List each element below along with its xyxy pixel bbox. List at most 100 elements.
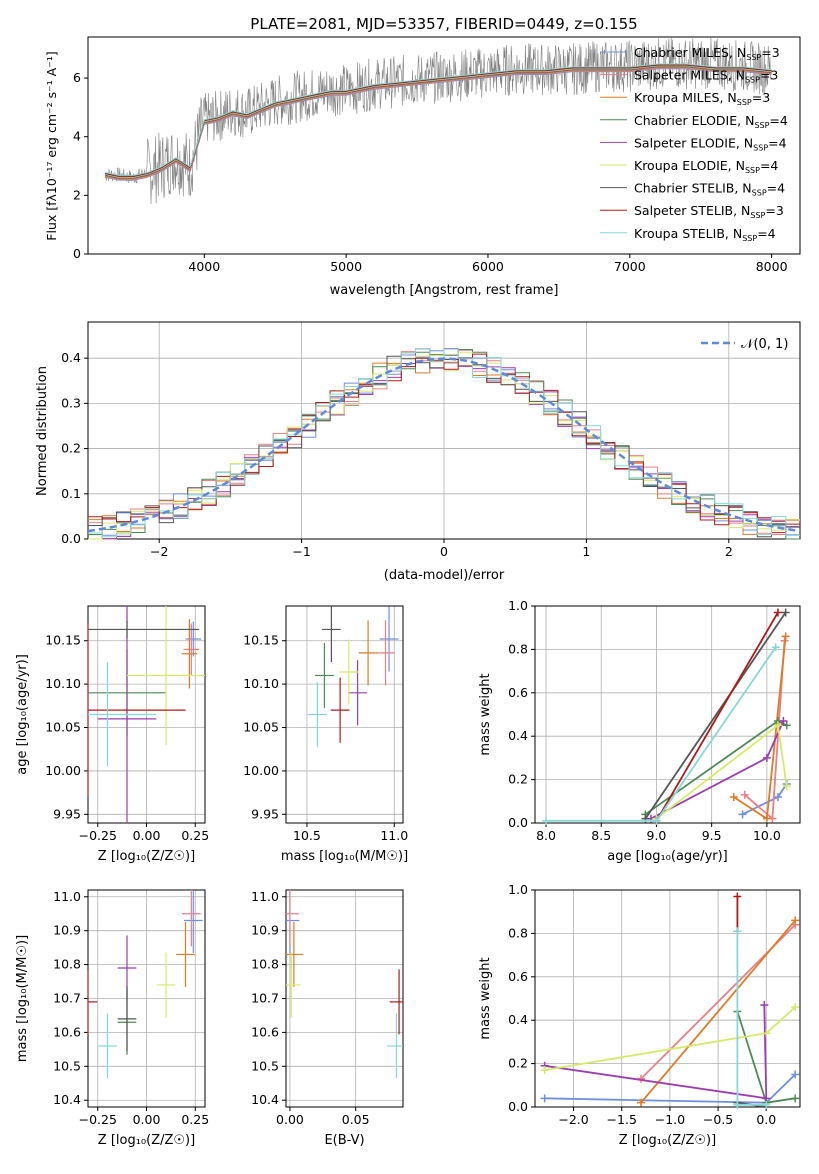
spectrum-legend-label: Salpeter ELODIE, NSSP=4 xyxy=(634,135,787,152)
mw-z-panel-frame xyxy=(534,889,801,1108)
residual-histograms xyxy=(87,348,801,540)
mw-z-panel-series-line xyxy=(640,919,796,1104)
spectrum-legend-tail: =4 xyxy=(768,135,786,150)
residual-ytick-label: 0.3 xyxy=(61,395,81,410)
mw-z-panel-xlabel: Z [log₁₀(Z/Z☉)] xyxy=(619,1133,716,1148)
mass-ebv-panel-ytick-label: 10.6 xyxy=(251,1024,279,1039)
mw-age-panel-series-line xyxy=(644,611,787,820)
gauss-curve xyxy=(87,357,801,533)
mass-ebv-panel-ytick-label: 11.0 xyxy=(251,889,279,904)
spectrum-xtick-label: 5000 xyxy=(330,259,362,274)
mw-age-panel-point xyxy=(773,792,782,801)
spectrum-frame xyxy=(87,36,801,255)
spectrum-model-line xyxy=(104,63,772,176)
spectrum-legend-tail: =4 xyxy=(757,226,775,241)
mass-z-panel-ytick-label: 11.0 xyxy=(53,889,81,904)
age-z-panel-xtick-label: −0.25 xyxy=(79,828,117,843)
spectrum-xtick-label: 6000 xyxy=(472,259,504,274)
mass-ebv-panel-xtick-label: 0.05 xyxy=(342,1112,370,1127)
spectrum-legend-label: Chabrier STELIB, NSSP=4 xyxy=(634,181,785,198)
mw-z-panel-ylabel: mass weight xyxy=(478,957,493,1039)
mass-ebv-panel-ytick-label: 10.4 xyxy=(251,1092,279,1107)
spectrum-legend-sub: SSP xyxy=(745,166,760,175)
spectrum-legend-label: Kroupa STELIB, NSSP=4 xyxy=(634,226,776,243)
mw-z-panel-point xyxy=(733,1100,742,1109)
mw-age-panel-point xyxy=(781,632,790,641)
mass-ebv-panel-ytick-label: 10.8 xyxy=(251,957,279,972)
age-mass-panel-ytick-label: 10.05 xyxy=(243,720,279,735)
mw-age-panel-point xyxy=(738,810,747,819)
mw-z-panel-point xyxy=(733,927,742,936)
spectrum-legend-sub: SSP xyxy=(753,143,768,152)
spectrum-legend-sub: SSP xyxy=(754,121,769,130)
mw-age-panel-ylabel: mass weight xyxy=(478,673,493,755)
age-mass-panel: 10.5 11.0 9.95 10.00 10.05 10.10 10.15 mass [lo… xyxy=(243,605,408,864)
mw-z-panel-ytick-label: 1.0 xyxy=(508,882,528,897)
mass-ebv-panel-ytick-label: 10.5 xyxy=(251,1058,279,1073)
age-z-panel-ytick-label: 10.15 xyxy=(45,633,81,648)
mw-age-panel-point xyxy=(773,721,782,730)
mw-z-panel-point xyxy=(791,1003,800,1012)
spectrum-ytick-label: 0 xyxy=(73,246,81,261)
residual-xtick-label: 1 xyxy=(582,544,590,559)
residual-histogram xyxy=(88,353,800,534)
spectrum-legend-label: Salpeter STELIB, NSSP=3 xyxy=(634,203,784,220)
spectrum-legend-tail: =4 xyxy=(760,158,778,173)
spectrum-ylabel: Flux [fλ10⁻¹⁷ erg cm⁻² s⁻¹ A⁻¹] xyxy=(44,51,59,240)
spectrum-legend-sub: SSP xyxy=(750,211,765,220)
residual-ytick-label: 0.0 xyxy=(61,531,81,546)
mw-age-panel-xtick-label: 10.0 xyxy=(753,828,781,843)
mw-age-panel-point xyxy=(782,721,791,730)
age-mass-panel-ytick-label: 10.15 xyxy=(243,633,279,648)
mw-z-panel-point xyxy=(791,916,800,925)
spectrum-legend-label: Salpeter MILES, NSSP=3 xyxy=(634,68,778,85)
mass-z-panel-ytick-label: 10.9 xyxy=(53,923,81,938)
gauss-legend-label: 𝒩(0, 1) xyxy=(741,337,788,352)
spectrum-legend-sub: SSP xyxy=(746,53,761,62)
mw-z-panel: −2.0 −1.5 −1.0 −0.5 0.0 0.0 0.2 0.4 0.6 0.8 1.0 Z [… xyxy=(478,882,801,1148)
mass-z-panel-xtick-label: −0.25 xyxy=(79,1112,117,1127)
age-mass-panel-ytick-label: 9.95 xyxy=(251,806,279,821)
mw-age-panel-ytick-label: 0.0 xyxy=(508,815,528,830)
age-mass-panel-xtick-label: 10.5 xyxy=(293,828,321,843)
mw-age-panel-xtick-label: 8.0 xyxy=(536,828,556,843)
mw-age-panel-point xyxy=(542,816,551,825)
age-mass-panel-frame xyxy=(285,605,404,824)
spectrum-model-line xyxy=(104,67,772,180)
mass-z-panel: −0.25 0.00 0.25 10.4 10.5 10.6 10.7 10.8 10.9 11.… xyxy=(15,889,209,1148)
residual-grid: −2 −1 0 1 2 0.0 0.1 0.2 0.3 0.4 xyxy=(61,321,801,559)
mass-ebv-panel-xlabel: E(B-V) xyxy=(324,1133,364,1148)
mw-z-panel-point xyxy=(760,1001,769,1010)
spectrum-model-line xyxy=(104,65,772,179)
age-z-panel-ytick-label: 9.95 xyxy=(53,806,81,821)
mw-age-panel-point xyxy=(781,608,790,617)
age-z-panel-ytick-label: 10.05 xyxy=(45,720,81,735)
mw-age-panel-point xyxy=(729,792,738,801)
residual-panel: (data-model)/error Normed distribution −… xyxy=(35,321,801,583)
spectrum-legend-sub: SSP xyxy=(745,76,760,85)
mw-z-panel-point xyxy=(637,1098,645,1107)
mw-z-panel-point xyxy=(762,1029,771,1038)
age-mass-panel-xtick-label: 11.0 xyxy=(380,828,408,843)
mw-age-panel-xtick-label: 9.5 xyxy=(702,828,722,843)
mw-age-panel-xlabel: age [log₁₀(age/yr)] xyxy=(607,849,728,864)
spectrum-panel: wavelength [Angstrom, rest frame] Flux [… xyxy=(44,36,801,298)
spectrum-legend-tail: =4 xyxy=(769,113,787,128)
residual-xtick-label: −1 xyxy=(292,544,310,559)
mw-z-panel-xtick-label: 0.0 xyxy=(756,1112,776,1127)
mw-age-panel-point xyxy=(771,643,780,652)
mw-z-panel-point xyxy=(791,1094,800,1103)
mw-z-panel-point xyxy=(540,1094,549,1103)
spectrum-legend-sub: SSP xyxy=(752,189,767,198)
mw-age-panel-ytick-label: 0.2 xyxy=(508,772,528,787)
residual-xlabel: (data-model)/error xyxy=(384,568,505,583)
age-z-panel-xtick-label: 0.25 xyxy=(181,828,209,843)
spectrum-xtick-label: 8000 xyxy=(756,259,788,274)
spectrum-lines xyxy=(104,37,772,205)
spectrum-legend: Chabrier MILES, NSSP=3 Salpeter MILES, NS… xyxy=(600,45,788,243)
spectrum-legend-label: Chabrier MILES, NSSP=3 xyxy=(634,45,780,62)
age-z-panel-ytick-label: 10.00 xyxy=(45,763,81,778)
age-z-panel-xlabel: Z [log₁₀(Z/Z☉)] xyxy=(98,849,195,864)
